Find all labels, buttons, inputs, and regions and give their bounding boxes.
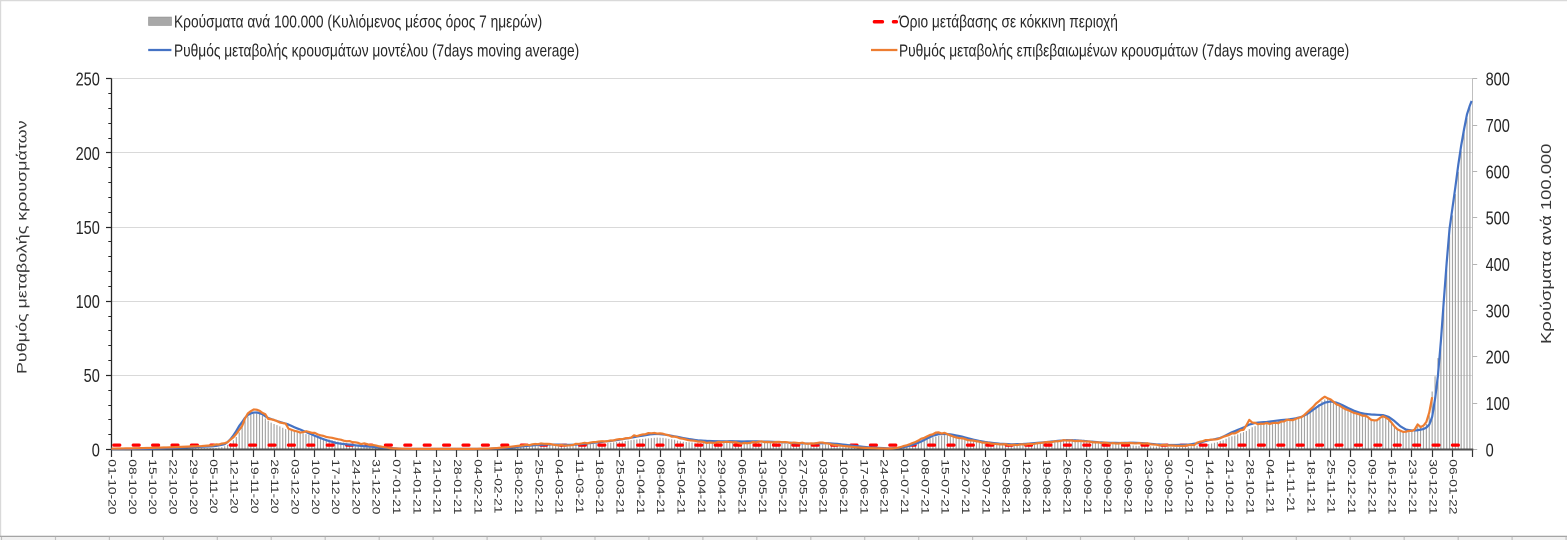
svg-text:200: 200	[1486, 347, 1510, 368]
svg-text:31-12-20: 31-12-20	[370, 459, 382, 514]
svg-text:25-11-21: 25-11-21	[1325, 459, 1337, 513]
svg-text:22-10-20: 22-10-20	[167, 459, 179, 514]
svg-text:Κρούσματα ανά 100.000: Κρούσματα ανά 100.000	[1538, 144, 1555, 344]
svg-text:14-10-21: 14-10-21	[1203, 459, 1215, 514]
svg-text:10-12-20: 10-12-20	[309, 459, 321, 514]
svg-text:Ρυθμός μεταβολής κρουσμάτων μο: Ρυθμός μεταβολής κρουσμάτων μοντέλου (7d…	[174, 42, 579, 61]
svg-text:200: 200	[76, 143, 100, 164]
svg-text:04-02-21: 04-02-21	[472, 459, 484, 514]
svg-text:20-05-21: 20-05-21	[776, 459, 788, 514]
svg-text:250: 250	[76, 69, 100, 90]
svg-text:24-12-20: 24-12-20	[350, 459, 362, 514]
svg-text:26-08-21: 26-08-21	[1061, 459, 1073, 514]
svg-text:29-04-21: 29-04-21	[716, 459, 728, 514]
svg-text:21-10-21: 21-10-21	[1223, 459, 1235, 514]
svg-text:05-11-20: 05-11-20	[208, 459, 220, 513]
svg-text:25-03-21: 25-03-21	[614, 459, 626, 514]
svg-text:02-12-21: 02-12-21	[1345, 459, 1357, 514]
svg-text:800: 800	[1486, 69, 1510, 90]
svg-text:150: 150	[76, 217, 100, 238]
svg-text:700: 700	[1486, 115, 1510, 136]
svg-text:06-05-21: 06-05-21	[736, 459, 748, 514]
svg-text:24-06-21: 24-06-21	[878, 459, 890, 514]
svg-text:11-03-21: 11-03-21	[573, 459, 585, 513]
svg-text:06-01-22: 06-01-22	[1447, 459, 1459, 514]
svg-text:16-09-21: 16-09-21	[1122, 459, 1134, 514]
svg-text:29-07-21: 29-07-21	[980, 459, 992, 514]
svg-text:03-12-20: 03-12-20	[289, 459, 301, 514]
svg-text:10-06-21: 10-06-21	[837, 459, 849, 514]
svg-text:15-04-21: 15-04-21	[675, 459, 687, 514]
svg-text:04-11-21: 04-11-21	[1264, 459, 1276, 513]
svg-text:Όριο μετάβασης σε κόκκινη περι: Όριο μετάβασης σε κόκκινη περιοχή	[898, 13, 1118, 32]
svg-text:30-12-21: 30-12-21	[1427, 459, 1439, 514]
svg-text:15-10-20: 15-10-20	[147, 459, 159, 514]
svg-text:16-12-21: 16-12-21	[1386, 459, 1398, 514]
svg-text:Ρυθμός μεταβολής επιβεβαιωμένω: Ρυθμός μεταβολής επιβεβαιωμένων κρουσμάτ…	[899, 42, 1349, 61]
svg-text:25-02-21: 25-02-21	[533, 459, 545, 514]
svg-text:Ρυθμός μεταβολής κρουσμάτων: Ρυθμός μεταβολής κρουσμάτων	[14, 120, 30, 374]
svg-text:11-02-21: 11-02-21	[492, 459, 504, 513]
svg-text:500: 500	[1486, 208, 1510, 229]
svg-text:100: 100	[1486, 393, 1510, 414]
svg-text:13-05-21: 13-05-21	[756, 459, 768, 514]
svg-text:01-04-21: 01-04-21	[634, 459, 646, 514]
svg-text:01-10-20: 01-10-20	[106, 459, 118, 514]
svg-text:100: 100	[76, 291, 100, 312]
svg-text:09-09-21: 09-09-21	[1102, 459, 1114, 514]
svg-text:21-01-21: 21-01-21	[431, 459, 443, 514]
svg-text:0: 0	[92, 440, 100, 461]
svg-text:17-12-20: 17-12-20	[329, 459, 341, 514]
svg-text:05-08-21: 05-08-21	[1000, 459, 1012, 514]
svg-text:19-08-21: 19-08-21	[1041, 459, 1053, 514]
svg-text:18-02-21: 18-02-21	[512, 459, 524, 514]
svg-text:03-06-21: 03-06-21	[817, 459, 829, 514]
svg-text:04-03-21: 04-03-21	[553, 459, 565, 514]
svg-text:09-12-21: 09-12-21	[1366, 459, 1378, 514]
svg-text:12-08-21: 12-08-21	[1020, 459, 1032, 514]
svg-text:12-11-20: 12-11-20	[228, 459, 240, 513]
svg-text:14-01-21: 14-01-21	[411, 459, 423, 514]
svg-text:600: 600	[1486, 162, 1510, 183]
svg-text:11-11-21: 11-11-21	[1284, 459, 1296, 512]
svg-text:27-05-21: 27-05-21	[797, 459, 809, 514]
svg-text:400: 400	[1486, 254, 1510, 275]
svg-text:01-07-21: 01-07-21	[898, 459, 910, 514]
svg-text:26-11-20: 26-11-20	[269, 459, 281, 513]
svg-text:22-07-21: 22-07-21	[959, 459, 971, 514]
svg-text:18-11-21: 18-11-21	[1305, 459, 1317, 513]
svg-text:29-10-20: 29-10-20	[187, 459, 199, 514]
svg-text:22-04-21: 22-04-21	[695, 459, 707, 514]
svg-text:28-01-21: 28-01-21	[451, 459, 463, 514]
svg-text:30-09-21: 30-09-21	[1163, 459, 1175, 514]
svg-text:Κρούσματα ανά 100.000 (Κυλιόμε: Κρούσματα ανά 100.000 (Κυλιόμενος μέσος …	[174, 13, 542, 32]
svg-text:08-04-21: 08-04-21	[655, 459, 667, 514]
svg-text:15-07-21: 15-07-21	[939, 459, 951, 514]
svg-text:28-10-21: 28-10-21	[1244, 459, 1256, 514]
svg-text:07-10-21: 07-10-21	[1183, 459, 1195, 514]
svg-text:07-01-21: 07-01-21	[390, 459, 402, 514]
svg-text:08-07-21: 08-07-21	[919, 459, 931, 514]
svg-text:50: 50	[84, 366, 100, 387]
svg-text:23-12-21: 23-12-21	[1406, 459, 1418, 514]
svg-text:17-06-21: 17-06-21	[858, 459, 870, 514]
svg-text:18-03-21: 18-03-21	[594, 459, 606, 514]
svg-text:08-10-20: 08-10-20	[126, 459, 138, 514]
svg-text:0: 0	[1486, 440, 1494, 461]
svg-text:23-09-21: 23-09-21	[1142, 459, 1154, 514]
svg-text:19-11-20: 19-11-20	[248, 459, 260, 513]
svg-text:300: 300	[1486, 301, 1510, 322]
svg-text:02-09-21: 02-09-21	[1081, 459, 1093, 514]
